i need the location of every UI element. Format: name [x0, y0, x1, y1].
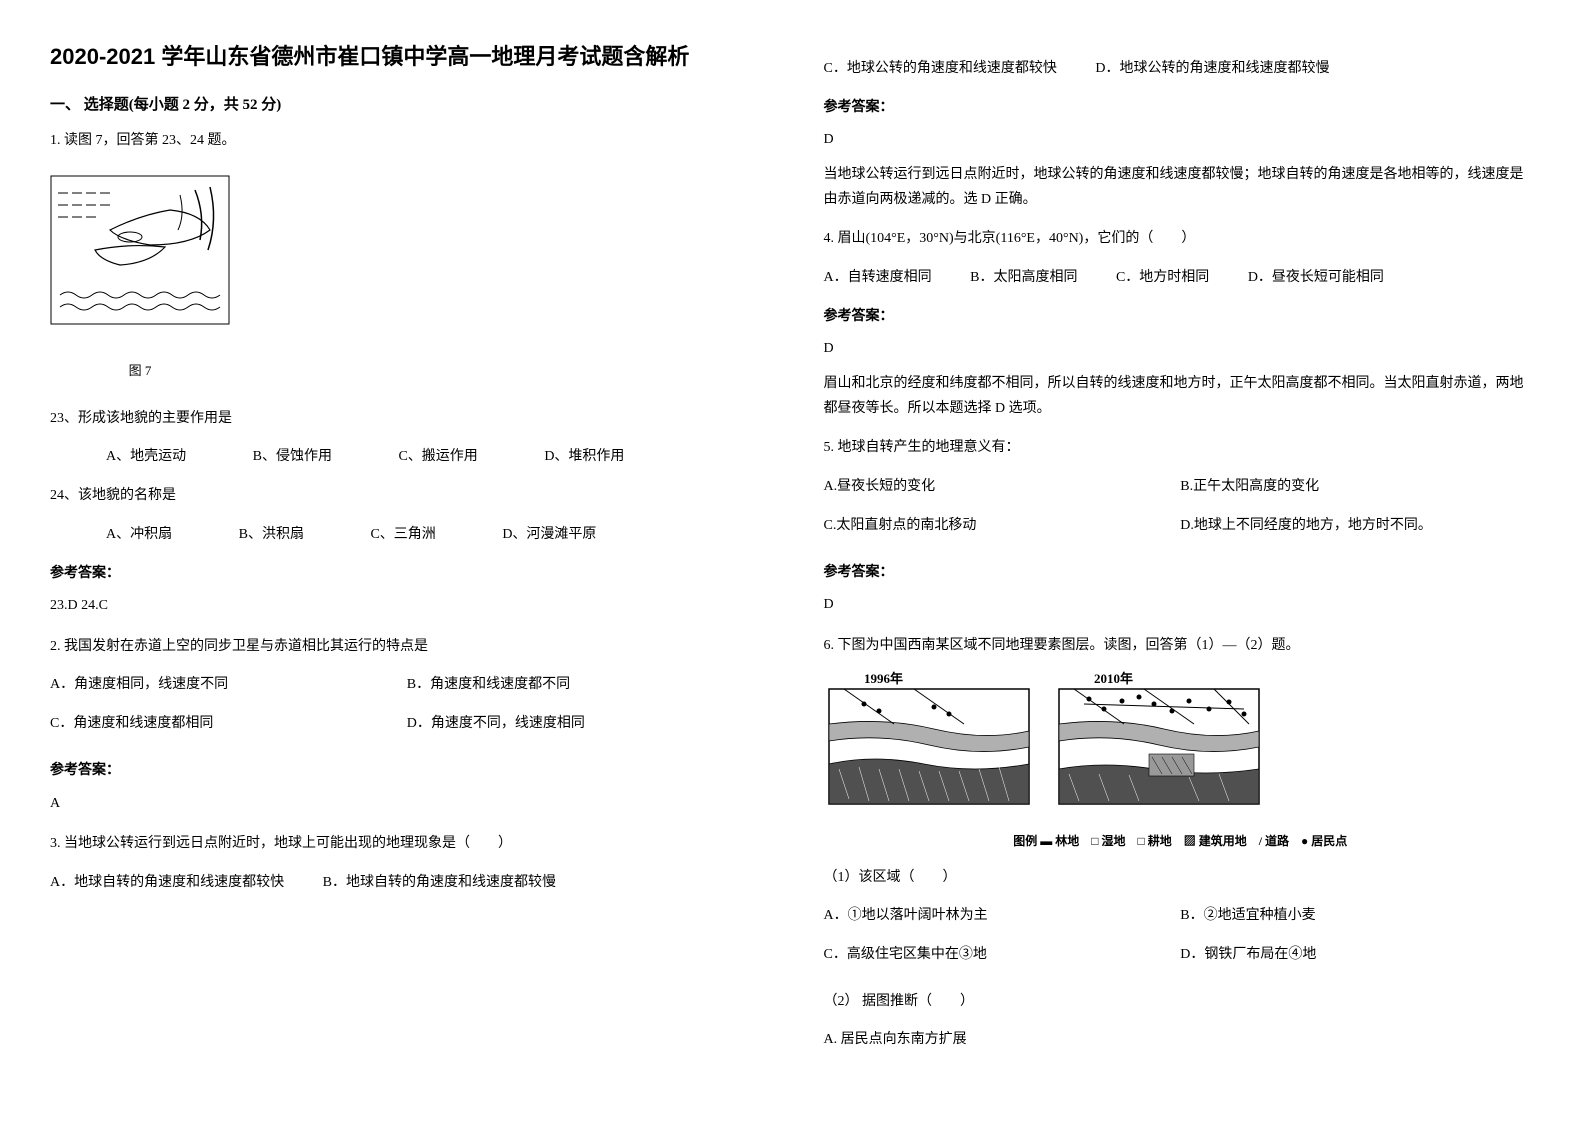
q1-sub24-options: A、冲积扇 B、洪积扇 C、三角洲 D、河漫滩平原 — [50, 520, 764, 551]
q3-stem: 3. 当地球公转运行到远日点附近时，地球上可能出现的地理现象是（ ） — [50, 831, 764, 858]
question-4: 4. 眉山(104°E，30°N)与北京(116°E，40°N)，它们的（ ） … — [824, 226, 1538, 421]
q3-explanation: 当地球公转运行到远日点附近时，地球公转的角速度和线速度都较慢；地球自转的角速度是… — [824, 162, 1538, 212]
q6-sub2-options: A. 居民点向东南方扩展 — [824, 1025, 1538, 1056]
map-1996-svg: 1996年 — [824, 669, 1034, 809]
answer-value: 23.D 24.C — [50, 593, 764, 620]
figure-7-svg — [50, 175, 230, 345]
figure-7: 图 7 — [50, 175, 230, 384]
q6-sub1: （1）该区域（ ） — [824, 865, 1538, 892]
option: C．地方时相同 — [1116, 263, 1209, 294]
q2-options: A．角速度相同，线速度不同 B．角速度和线速度都不同 C．角速度和线速度都相同 … — [50, 670, 764, 748]
option: D．昼夜长短可能相同 — [1248, 263, 1384, 294]
figure-7-caption: 图 7 — [50, 359, 230, 384]
year-label-1996: 1996年 — [864, 671, 903, 686]
map-1996: 1996年 — [824, 669, 1034, 820]
answer-label: 参考答案： — [824, 304, 1538, 331]
q4-stem: 4. 眉山(104°E，30°N)与北京(116°E，40°N)，它们的（ ） — [824, 226, 1538, 253]
section-header: 一、 选择题(每小题 2 分，共 52 分) — [50, 93, 764, 114]
option: A．自转速度相同 — [824, 263, 932, 294]
q5-options: A.昼夜长短的变化 B.正午太阳高度的变化 C.太阳直射点的南北移动 D.地球上… — [824, 472, 1538, 550]
right-column: C．地球公转的角速度和线速度都较快 D．地球公转的角速度和线速度都较慢 参考答案… — [824, 40, 1538, 1070]
q4-options: A．自转速度相同 B．太阳高度相同 C．地方时相同 D．昼夜长短可能相同 — [824, 263, 1538, 294]
option: A、地壳运动 — [78, 442, 186, 473]
q1-sub23-options: A、地壳运动 B、侵蚀作用 C、搬运作用 D、堆积作用 — [50, 442, 764, 473]
question-2: 2. 我国发射在赤道上空的同步卫星与赤道相比其运行的特点是 A．角速度相同，线速… — [50, 634, 764, 817]
option: D．钢铁厂布局在④地 — [1180, 940, 1537, 971]
option: C、三角洲 — [342, 520, 435, 551]
option: C．高级住宅区集中在③地 — [824, 940, 1181, 971]
option: B.正午太阳高度的变化 — [1180, 472, 1537, 503]
map-2010: 2010年 — [1054, 669, 1264, 820]
option: A．①地以落叶阔叶林为主 — [824, 901, 1181, 932]
q6-stem: 6. 下图为中国西南某区域不同地理要素图层。读图，回答第（1）—（2）题。 — [824, 633, 1538, 660]
answer-value: D — [824, 336, 1538, 363]
option: B、侵蚀作用 — [225, 442, 332, 473]
option: D.地球上不同经度的地方，地方时不同。 — [1180, 511, 1537, 542]
answer-label: 参考答案： — [50, 758, 764, 785]
page-title: 2020-2021 学年山东省德州市崔口镇中学高一地理月考试题含解析 — [50, 40, 764, 73]
q1-sub23: 23、形成该地貌的主要作用是 — [50, 406, 764, 433]
answer-label: 参考答案： — [824, 95, 1538, 122]
left-column: 2020-2021 学年山东省德州市崔口镇中学高一地理月考试题含解析 一、 选择… — [50, 40, 764, 1070]
answer-label: 参考答案： — [824, 560, 1538, 587]
option: B．地球自转的角速度和线速度都较慢 — [323, 868, 556, 899]
answer-value: D — [824, 592, 1538, 619]
q5-stem: 5. 地球自转产生的地理意义有： — [824, 435, 1538, 462]
q1-stem: 1. 读图 7，回答第 23、24 题。 — [50, 128, 764, 155]
answer-value: D — [824, 127, 1538, 154]
option: C、搬运作用 — [370, 442, 477, 473]
q2-stem: 2. 我国发射在赤道上空的同步卫星与赤道相比其运行的特点是 — [50, 634, 764, 661]
option: A.昼夜长短的变化 — [824, 472, 1181, 503]
map-2010-svg: 2010年 — [1054, 669, 1264, 809]
year-label-2010: 2010年 — [1094, 671, 1133, 686]
option: B．太阳高度相同 — [970, 263, 1077, 294]
q6-sub1-options: A．①地以落叶阔叶林为主 B．②地适宜种植小麦 C．高级住宅区集中在③地 D．钢… — [824, 901, 1538, 979]
q3-options-cd: C．地球公转的角速度和线速度都较快 D．地球公转的角速度和线速度都较慢 — [824, 54, 1538, 85]
q4-explanation: 眉山和北京的经度和纬度都不相同，所以自转的线速度和地方时，正午太阳高度都不相同。… — [824, 371, 1538, 421]
question-5: 5. 地球自转产生的地理意义有： A.昼夜长短的变化 B.正午太阳高度的变化 C… — [824, 435, 1538, 618]
option: D、河漫滩平原 — [474, 520, 596, 551]
option: A、冲积扇 — [78, 520, 172, 551]
q3-options-ab: A．地球自转的角速度和线速度都较快 B．地球自转的角速度和线速度都较慢 — [50, 868, 764, 899]
question-3-part2: C．地球公转的角速度和线速度都较快 D．地球公转的角速度和线速度都较慢 参考答案… — [824, 54, 1538, 212]
question-6: 6. 下图为中国西南某区域不同地理要素图层。读图，回答第（1）—（2）题。 19… — [824, 633, 1538, 1057]
answer-value: A — [50, 791, 764, 818]
question-1: 1. 读图 7，回答第 23、24 题。 — [50, 128, 764, 620]
q1-sub24: 24、该地貌的名称是 — [50, 483, 764, 510]
option: A．角速度相同，线速度不同 — [50, 670, 407, 701]
option: D．地球公转的角速度和线速度都较慢 — [1095, 54, 1329, 85]
q6-sub2: （2） 据图推断（ ） — [824, 989, 1538, 1016]
option: D、堆积作用 — [516, 442, 624, 473]
option: D．角速度不同，线速度相同 — [407, 709, 764, 740]
option: C．地球公转的角速度和线速度都较快 — [824, 54, 1057, 85]
q6-maps: 1996年 — [824, 669, 1538, 820]
question-3-part1: 3. 当地球公转运行到远日点附近时，地球上可能出现的地理现象是（ ） A．地球自… — [50, 831, 764, 898]
option: C．角速度和线速度都相同 — [50, 709, 407, 740]
option: B．角速度和线速度都不同 — [407, 670, 764, 701]
q6-legend: 图例 ▬ 林地 □ 湿地 □ 耕地 ▨ 建筑用地 / 道路 ● 居民点 — [824, 830, 1538, 853]
option: A．地球自转的角速度和线速度都较快 — [50, 868, 284, 899]
option: B．②地适宜种植小麦 — [1180, 901, 1537, 932]
option: C.太阳直射点的南北移动 — [824, 511, 1181, 542]
option: A. 居民点向东南方扩展 — [824, 1032, 967, 1047]
answer-label: 参考答案： — [50, 561, 764, 588]
option: B、洪积扇 — [211, 520, 304, 551]
